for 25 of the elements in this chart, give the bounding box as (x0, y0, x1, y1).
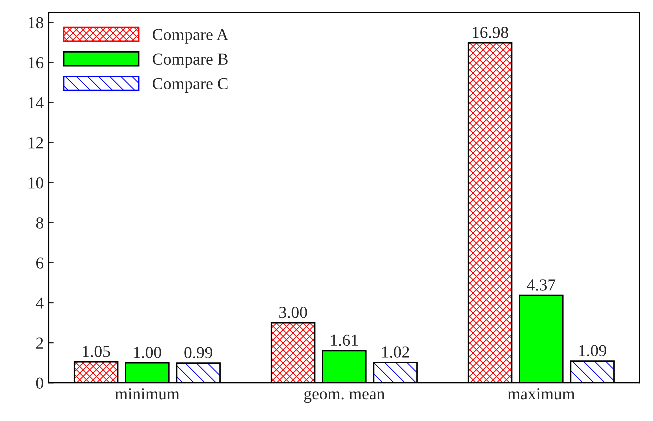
x-tick-label: minimum (115, 388, 180, 400)
data-label: 1.61 (331, 334, 358, 346)
data-label: 1.05 (83, 346, 110, 358)
y-tick-label: 10 (28, 178, 44, 189)
y-tick-label: 6 (36, 258, 44, 269)
y-tick-label: 16 (28, 57, 44, 69)
data-label: 1.09 (579, 345, 606, 357)
y-tick-label: 2 (36, 338, 44, 349)
data-label: 4.37 (527, 280, 556, 291)
y-tick-label: 18 (28, 17, 44, 29)
data-label: 16.98 (473, 27, 508, 38)
data-label: 1.00 (134, 347, 162, 358)
x-tick-label: maximum (508, 388, 575, 400)
x-tick-label: geom. mean (304, 390, 385, 404)
y-tick-label: 4 (36, 298, 44, 309)
data-label: 0.99 (184, 347, 213, 359)
data-label: 1.02 (382, 346, 410, 358)
legend-label: Compare B (152, 54, 228, 68)
y-tick-label: 0 (36, 378, 44, 390)
legend-label: Compare A (152, 29, 229, 44)
y-tick-label: 12 (28, 138, 44, 149)
legend-label: Compare C (152, 78, 228, 93)
y-tick-label: 14 (28, 98, 44, 109)
y-tick-label: 8 (36, 218, 44, 229)
data-label: 3.00 (280, 307, 308, 318)
